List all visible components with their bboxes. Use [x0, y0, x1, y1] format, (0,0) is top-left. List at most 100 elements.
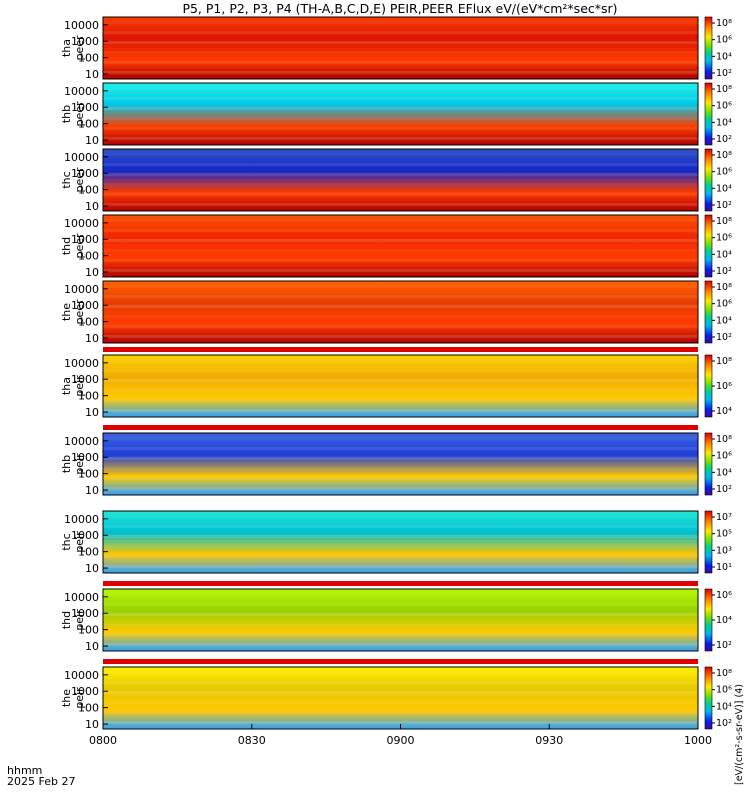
y-tick-label: 1000	[71, 233, 99, 246]
y-tick-label: 10	[85, 562, 99, 575]
colorbar-tick-label: 10⁶	[716, 35, 732, 46]
x-tick-label: 0830	[238, 734, 266, 747]
energy-band	[103, 721, 698, 724]
panel-frame	[102, 432, 699, 496]
energy-band	[103, 399, 698, 402]
x-tick-label: 0900	[387, 734, 415, 747]
figure-title: P5, P1, P2, P3, P4 (TH-A,B,C,D,E) PEIR,P…	[182, 1, 617, 16]
colorbar-tick-label: 10⁴	[716, 117, 732, 128]
y-tick-label: 100	[78, 52, 99, 65]
flag-bar	[103, 581, 698, 586]
colorbar	[704, 666, 713, 730]
spectrogram-image	[103, 589, 698, 651]
probe-label: thb	[60, 105, 73, 123]
energy-band	[103, 467, 698, 470]
energy-band	[103, 643, 698, 646]
energy-band	[103, 389, 698, 392]
instrument-label: peir	[73, 375, 86, 397]
energy-band	[103, 61, 698, 64]
colorbar	[704, 510, 713, 574]
colorbar	[704, 588, 713, 652]
x-tick-label: 0930	[535, 734, 563, 747]
panel-frame	[102, 214, 699, 278]
y-tick-label: 10	[85, 332, 99, 345]
y-tick-label: 10000	[64, 151, 99, 164]
energy-band	[103, 487, 698, 490]
probe-label: thd	[60, 611, 73, 629]
energy-band	[103, 107, 698, 110]
colorbar-tick-label: 10⁸	[716, 18, 732, 29]
energy-band	[103, 359, 698, 362]
y-tick-label: 10	[85, 200, 99, 213]
colorbar-tick-label: 10⁴	[716, 249, 732, 260]
colorbar-tick-label: 10²	[716, 484, 732, 495]
y-tick-label: 100	[78, 390, 99, 403]
instrument-label: peer	[73, 167, 86, 193]
y-tick-label: 1000	[71, 101, 99, 114]
energy-band	[103, 295, 698, 298]
instrument-label: peer	[73, 35, 86, 61]
colorbar-tick-label: 10⁶	[716, 590, 732, 601]
y-tick-label: 10	[85, 68, 99, 81]
energy-band	[103, 249, 698, 252]
y-tick-label: 10000	[64, 435, 99, 448]
colorbar-tick-label: 10⁷	[716, 512, 732, 523]
x-tick-label: 1000	[684, 734, 712, 747]
y-tick-label: 1000	[71, 167, 99, 180]
panel-frame	[102, 510, 699, 574]
colorbar-tick-label: 10⁵	[716, 529, 732, 540]
y-tick-label: 100	[78, 316, 99, 329]
y-tick-label: 100	[78, 702, 99, 715]
y-tick-label: 100	[78, 184, 99, 197]
probe-label: tha	[60, 39, 73, 57]
spectrogram-image	[103, 511, 698, 573]
energy-band	[103, 117, 698, 120]
y-tick-label: 1000	[71, 299, 99, 312]
time-axis-unit-label: hhmm	[7, 764, 42, 777]
spectrogram-image	[103, 83, 698, 145]
panel-frame	[102, 16, 699, 80]
energy-band	[103, 409, 698, 412]
colorbar	[704, 280, 713, 344]
instrument-label: peir	[73, 531, 86, 553]
spectrogram-image	[103, 149, 698, 211]
panel-frame	[102, 588, 699, 652]
y-tick-label: 10	[85, 640, 99, 653]
energy-band	[103, 555, 698, 558]
spectrogram-panel: 10 100 1000 10000 thd peer 10² 10⁴ 10⁶ 10⁸	[60, 214, 732, 279]
colorbar-tick-label: 10²	[716, 134, 732, 145]
flag-bar	[103, 347, 698, 352]
energy-band	[103, 545, 698, 548]
energy-band	[103, 477, 698, 480]
instrument-label: peir	[73, 687, 86, 709]
y-tick-label: 10	[85, 718, 99, 731]
colorbar-unit-label: [eV/(cm²-s-sr-eV)] (4)	[734, 684, 745, 785]
colorbar	[704, 148, 713, 212]
spectrogram-panel: 10 100 1000 10000 thb peir 10² 10⁴ 10⁶ 10⁸	[60, 425, 732, 497]
colorbar-tick-label: 10⁶	[716, 299, 732, 310]
colorbar-tick-label: 10²	[716, 266, 732, 277]
colorbar-tick-label: 10⁴	[716, 51, 732, 62]
spectrogram-image	[103, 17, 698, 79]
energy-band	[103, 193, 698, 196]
probe-label: tha	[60, 377, 73, 395]
energy-band	[103, 259, 698, 262]
spectrogram-panel: 10 100 1000 10000 the peer 10² 10⁴ 10⁶ 10⁸	[60, 280, 732, 345]
energy-band	[103, 173, 698, 176]
spectrogram-panel: 10 100 1000 10000 tha peir 10⁴ 10⁶ 10⁸	[60, 347, 732, 419]
energy-band	[103, 535, 698, 538]
flag-bar	[103, 425, 698, 430]
colorbar-tick-label: 10³	[716, 545, 732, 556]
colorbar-tick-label: 10⁸	[716, 150, 732, 161]
panel-frame	[102, 82, 699, 146]
energy-band	[103, 335, 698, 338]
panel-frame	[102, 354, 699, 418]
instrument-label: peir	[73, 609, 86, 631]
spectrogram-panel: 10 100 1000 10000 thc peir 10¹ 10³ 10⁵ 10⁷	[60, 510, 732, 575]
energy-band	[103, 51, 698, 54]
probe-label: thc	[60, 171, 73, 188]
probe-label: thd	[60, 237, 73, 255]
colorbar-tick-label: 10⁶	[716, 167, 732, 178]
energy-band	[103, 671, 698, 674]
